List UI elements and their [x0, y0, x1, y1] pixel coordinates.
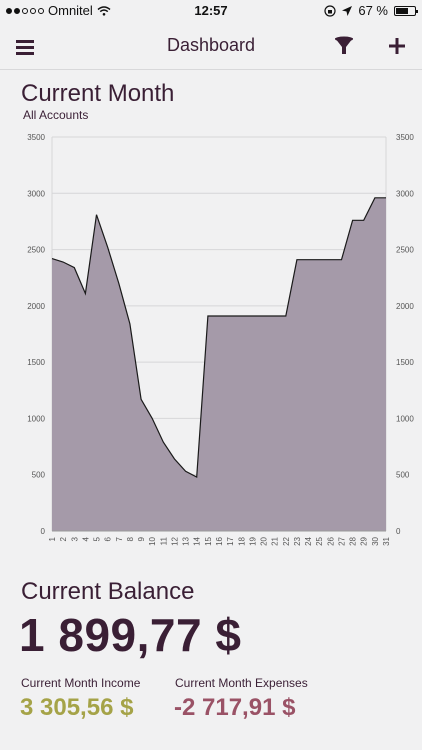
- expenses-value: -2 717,91 $: [174, 694, 296, 721]
- x-tick-label: 17: [226, 536, 235, 545]
- x-tick-label: 4: [81, 536, 90, 541]
- y-tick-label-right: 3500: [396, 133, 414, 142]
- x-tick-label: 18: [237, 536, 246, 545]
- y-tick-label-left: 0: [41, 527, 46, 536]
- x-tick-label: 31: [382, 536, 391, 545]
- x-tick-label: 9: [137, 536, 146, 541]
- x-tick-label: 27: [337, 536, 346, 545]
- expenses-label: Current Month Expenses: [175, 676, 308, 690]
- x-tick-label: 20: [260, 536, 269, 545]
- x-tick-label: 23: [293, 536, 302, 545]
- current-balance-title: Current Balance: [21, 578, 195, 605]
- carrier-name: Omnitel: [48, 3, 93, 18]
- status-bar: Omnitel 12:57 67 %: [0, 0, 422, 22]
- menu-button[interactable]: [16, 32, 44, 60]
- x-tick-label: 6: [104, 536, 113, 541]
- x-tick-label: 16: [215, 536, 224, 545]
- x-tick-label: 25: [315, 536, 324, 545]
- current-month-title: Current Month: [21, 80, 175, 107]
- plus-icon: [389, 38, 405, 54]
- signal-icon: [6, 7, 44, 14]
- page-title: Dashboard: [166, 35, 256, 55]
- status-time: 12:57: [194, 3, 228, 18]
- series-line: [51, 197, 386, 478]
- x-tick-label: 13: [182, 536, 191, 545]
- x-tick-label: 15: [204, 536, 213, 545]
- x-tick-label: 28: [349, 536, 358, 545]
- y-tick-label-right: 2500: [396, 246, 414, 255]
- income-value: 3 305,56 $: [20, 694, 134, 721]
- x-tick-label: 19: [248, 536, 257, 545]
- x-tick-label: 1: [48, 536, 57, 541]
- y-tick-label-right: 3000: [396, 189, 414, 198]
- y-tick-label-left: 1500: [27, 358, 45, 367]
- x-tick-label: 14: [193, 536, 202, 545]
- funnel-filter-icon: [335, 36, 353, 54]
- y-tick-label-left: 2500: [27, 246, 45, 255]
- income-label: Current Month Income: [21, 676, 141, 690]
- y-tick-label-right: 500: [396, 471, 410, 480]
- y-tick-label-left: 3500: [27, 133, 45, 142]
- battery-icon: [394, 5, 418, 16]
- x-tick-label: 26: [326, 536, 335, 545]
- y-tick-label-right: 0: [396, 527, 401, 536]
- x-tick-label: 8: [126, 536, 135, 541]
- series-area: [52, 197, 386, 532]
- x-tick-label: 21: [271, 536, 280, 545]
- x-tick-label: 12: [170, 536, 179, 545]
- navigation-bar: Dashboard: [0, 22, 422, 70]
- wifi-icon: [97, 5, 111, 16]
- y-tick-label-left: 2000: [27, 302, 45, 311]
- current-balance-value: 1 899,77 $: [19, 609, 242, 661]
- y-tick-label-left: 3000: [27, 189, 45, 198]
- x-tick-label: 22: [282, 536, 291, 545]
- carrier-group: Omnitel: [6, 3, 111, 18]
- hamburger-menu-icon: [16, 40, 34, 55]
- y-tick-label-right: 2000: [396, 302, 414, 311]
- y-tick-label-right: 1000: [396, 414, 414, 423]
- x-tick-label: 3: [70, 536, 79, 541]
- x-tick-label: 29: [360, 536, 369, 545]
- y-tick-label-right: 1500: [396, 358, 414, 367]
- x-tick-label: 5: [93, 536, 102, 541]
- add-button[interactable]: [384, 32, 412, 60]
- accounts-subtitle: All Accounts: [23, 108, 89, 122]
- x-tick-label: 7: [115, 536, 124, 541]
- x-tick-label: 24: [304, 536, 313, 545]
- status-right: 67 %: [324, 3, 418, 18]
- battery-percent: 67 %: [358, 3, 388, 18]
- balance-chart: 0 0 500 500 1000 1000 1500 1500 2000 2000 2500 2500…: [27, 133, 414, 546]
- x-tick-label: 10: [148, 536, 157, 545]
- x-tick-label: 30: [371, 536, 380, 545]
- rotation-lock-icon: [324, 4, 336, 17]
- filter-button[interactable]: [332, 32, 360, 60]
- x-tick-label: 11: [159, 536, 168, 545]
- y-tick-label-left: 1000: [27, 414, 45, 423]
- x-tick-label: 2: [59, 536, 68, 541]
- y-tick-label-left: 500: [32, 471, 46, 480]
- location-arrow-icon: [342, 5, 353, 16]
